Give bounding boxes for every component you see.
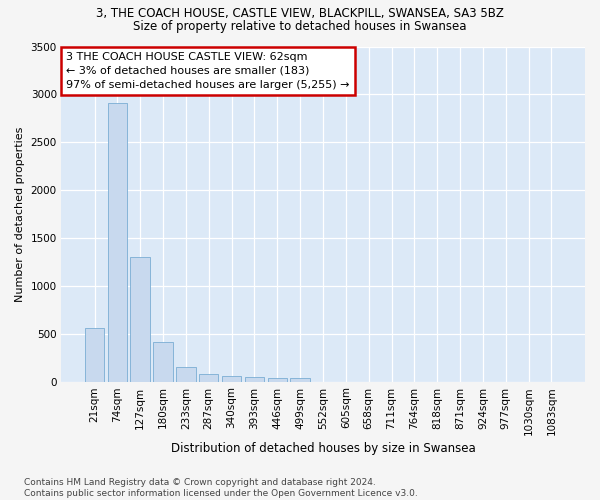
Bar xyxy=(222,376,241,382)
Text: 3 THE COACH HOUSE CASTLE VIEW: 62sqm
← 3% of detached houses are smaller (183)
9: 3 THE COACH HOUSE CASTLE VIEW: 62sqm ← 3… xyxy=(66,52,350,90)
Bar xyxy=(290,378,310,382)
Bar xyxy=(107,103,127,382)
Y-axis label: Number of detached properties: Number of detached properties xyxy=(15,126,25,302)
Bar xyxy=(130,256,150,382)
Text: Size of property relative to detached houses in Swansea: Size of property relative to detached ho… xyxy=(133,20,467,33)
Text: 3, THE COACH HOUSE, CASTLE VIEW, BLACKPILL, SWANSEA, SA3 5BZ: 3, THE COACH HOUSE, CASTLE VIEW, BLACKPI… xyxy=(96,8,504,20)
Bar xyxy=(85,328,104,382)
Bar xyxy=(154,342,173,382)
X-axis label: Distribution of detached houses by size in Swansea: Distribution of detached houses by size … xyxy=(170,442,475,455)
Bar xyxy=(268,378,287,382)
Bar xyxy=(176,368,196,382)
Text: Contains HM Land Registry data © Crown copyright and database right 2024.
Contai: Contains HM Land Registry data © Crown c… xyxy=(24,478,418,498)
Bar xyxy=(245,377,264,382)
Bar xyxy=(199,374,218,382)
